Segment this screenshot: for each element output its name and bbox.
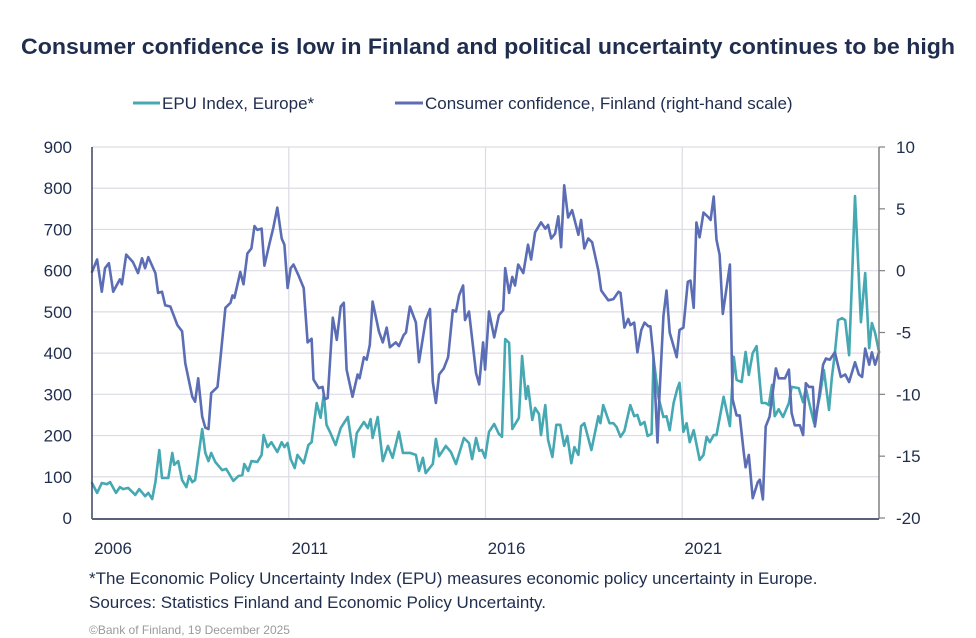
right-tick-label: -5: [896, 324, 911, 343]
legend-label-epu: EPU Index, Europe*: [162, 94, 315, 113]
right-tick-label: -20: [896, 509, 921, 528]
footnote: *The Economic Policy Uncertainty Index (…: [89, 569, 818, 588]
legend: EPU Index, Europe* Consumer confidence, …: [133, 94, 793, 113]
right-tick-label: 0: [896, 262, 905, 281]
left-tick-label: 100: [44, 468, 72, 487]
right-tick-label: -10: [896, 385, 921, 404]
x-axis-ticks: 2006 2011 2016 2021: [94, 539, 722, 558]
left-tick-label: 500: [44, 303, 72, 322]
series-line-consumer-confidence: [90, 184, 881, 501]
left-tick-label: 700: [44, 220, 72, 239]
right-axis-ticks: -20 -15 -10 -5 0 5 10: [879, 138, 921, 528]
series-lines: [90, 184, 881, 501]
right-tick-label: 5: [896, 200, 905, 219]
left-axis-ticks: 0 100 200 300 400 500 600 700 800 900: [44, 138, 72, 528]
right-tick-label: 10: [896, 138, 915, 157]
legend-label-consumer-confidence: Consumer confidence, Finland (right-hand…: [425, 94, 793, 113]
left-tick-label: 600: [44, 262, 72, 281]
sources-note: Sources: Statistics Finland and Economic…: [89, 593, 546, 612]
left-tick-label: 200: [44, 427, 72, 446]
x-tick-label: 2011: [291, 539, 328, 558]
series-line-epu-index: [90, 194, 881, 501]
x-tick-label: 2021: [684, 539, 722, 558]
right-tick-label: -15: [896, 447, 921, 466]
x-tick-label: 2016: [488, 539, 526, 558]
gridlines: [92, 146, 879, 518]
left-tick-label: 900: [44, 138, 72, 157]
copyright: ©Bank of Finland, 19 December 2025: [89, 623, 290, 637]
left-tick-label: 800: [44, 179, 72, 198]
left-tick-label: 400: [44, 344, 72, 363]
chart-title: Consumer confidence is low in Finland an…: [21, 34, 955, 59]
x-tick-label: 2006: [94, 539, 132, 558]
left-tick-label: 0: [63, 509, 72, 528]
left-tick-label: 300: [44, 385, 72, 404]
